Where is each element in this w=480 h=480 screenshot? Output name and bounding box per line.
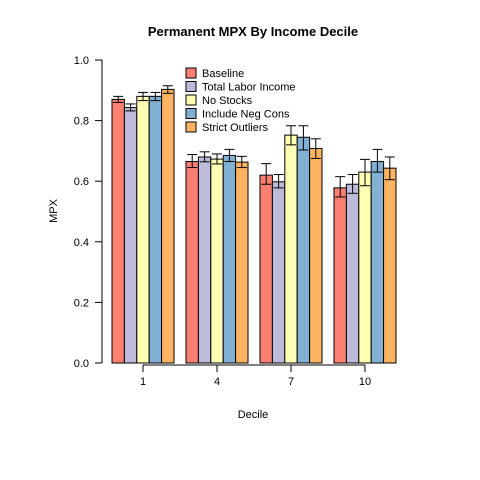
bar-4-2 <box>210 158 224 364</box>
bar-7-0 <box>259 174 273 364</box>
bar-10-2 <box>358 171 372 364</box>
legend-label-1: Total Labor Income <box>202 82 296 94</box>
error-bar-1-0 <box>113 95 124 103</box>
y-tick-label-4: 0.8 <box>74 116 89 128</box>
bar-1-1 <box>123 107 138 364</box>
y-axis: 0.0 0.2 0.4 0.6 0.8 1.0 <box>74 55 103 370</box>
y-tick-label-5: 1.0 <box>74 55 89 67</box>
error-bars <box>113 85 395 198</box>
error-bar-1-3 <box>150 91 161 102</box>
x-tick-label-10: 10 <box>359 376 371 388</box>
legend-swatch-3 <box>185 108 197 119</box>
error-bar-4-4 <box>236 155 247 169</box>
error-bar-10-3 <box>372 148 383 173</box>
bar-4-3 <box>222 154 237 364</box>
legend-swatch-1 <box>185 81 197 92</box>
bar-10-3 <box>370 161 385 364</box>
legend-item-4: Strict Outliers <box>185 121 269 134</box>
error-bar-4-1 <box>199 151 210 163</box>
bar-4-1 <box>197 156 212 364</box>
x-axis: 1 4 7 10 <box>140 364 371 388</box>
y-tick-label-3: 0.6 <box>74 176 89 188</box>
bar-1-4 <box>161 88 175 364</box>
error-bar-4-0 <box>187 154 198 169</box>
y-tick-label-2: 0.4 <box>74 237 89 249</box>
x-tick-label-7: 7 <box>288 376 294 388</box>
legend-item-1: Total Labor Income <box>185 81 296 94</box>
bar-10-0 <box>333 187 347 364</box>
legend-swatch-4 <box>185 121 197 133</box>
x-tick-label-1: 1 <box>140 376 146 388</box>
legend-label-2: No Stocks <box>202 95 253 107</box>
error-bar-10-2 <box>360 158 370 187</box>
bar-1-2 <box>136 95 150 364</box>
legend-item-3: Include Neg Cons <box>185 108 290 121</box>
bar-10-1 <box>345 183 360 364</box>
bar-7-4 <box>309 147 323 364</box>
legend-item-2: No Stocks <box>185 94 253 107</box>
x-axis-label: Decile <box>238 409 269 421</box>
bar-10-4 <box>383 167 397 364</box>
bar-7-2 <box>284 134 298 364</box>
legend-swatch-0 <box>185 67 197 79</box>
error-bar-4-2 <box>212 153 222 165</box>
error-bar-10-4 <box>384 156 395 181</box>
legend-item-0: Baseline <box>185 67 244 80</box>
error-bar-7-3 <box>298 125 309 151</box>
legend-label-4: Strict Outliers <box>202 122 269 134</box>
error-bar-1-2 <box>138 91 148 102</box>
error-bar-10-1 <box>347 174 358 194</box>
error-bar-7-0 <box>261 163 272 185</box>
legend-swatch-2 <box>185 94 197 106</box>
error-bar-10-0 <box>335 176 346 198</box>
legend-label-3: Include Neg Cons <box>202 109 290 121</box>
y-axis-label: MPX <box>48 198 60 223</box>
error-bar-1-4 <box>162 85 173 94</box>
bar-1-0 <box>111 98 125 364</box>
x-tick-label-4: 4 <box>214 376 220 388</box>
y-tick-label-1: 0.2 <box>74 297 89 309</box>
bar-4-0 <box>185 161 199 364</box>
bar-7-1 <box>271 181 286 364</box>
legend-label-0: Baseline <box>202 68 244 80</box>
error-bar-4-3 <box>224 148 235 163</box>
error-bar-1-1 <box>125 103 136 112</box>
error-bar-7-1 <box>273 174 284 189</box>
bar-4-4 <box>235 161 249 364</box>
bar-1-3 <box>148 95 163 364</box>
error-bar-7-4 <box>310 138 321 159</box>
bar-7-3 <box>296 136 311 364</box>
bars <box>111 88 397 364</box>
chart-title: Permanent MPX By Income Decile <box>148 24 358 39</box>
error-bar-7-2 <box>286 125 296 146</box>
y-tick-label-0: 0.0 <box>74 358 89 370</box>
